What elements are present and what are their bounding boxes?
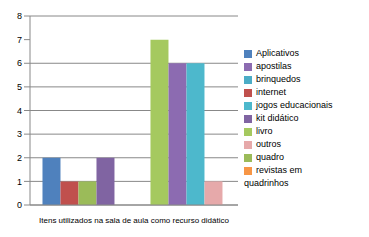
html-text:brinquedos: brinquedos [256,74,301,84]
html-text:outros: outros [256,139,281,149]
svg-text:7: 7 [17,35,22,45]
html-text:apostilas: apostilas [256,61,292,71]
html-text:kit didático: kit didático [256,113,299,123]
svg-text:5: 5 [17,82,22,92]
svg-text:6: 6 [17,58,22,68]
svg-text:Itens utilizados na sala de au: Itens utilizados na sala de aula como re… [39,216,229,225]
html-text:livro: livro [256,126,273,136]
svg-text:0: 0 [17,200,22,210]
svg-text:8: 8 [17,11,22,21]
svg-text:4: 4 [17,106,22,116]
html-text:internet: internet [256,87,286,97]
svg-text:2: 2 [17,153,22,163]
html-text:revistas em quadrinhos: revistas em quadrinhos [244,165,302,188]
html-text:jogos educacionais: jogos educacionais [256,100,333,110]
svg-text:3: 3 [17,129,22,139]
html-text:quadro: quadro [256,152,284,162]
html-text:Aplicativos: Aplicativos [256,48,299,58]
svg-text:1: 1 [17,177,22,187]
